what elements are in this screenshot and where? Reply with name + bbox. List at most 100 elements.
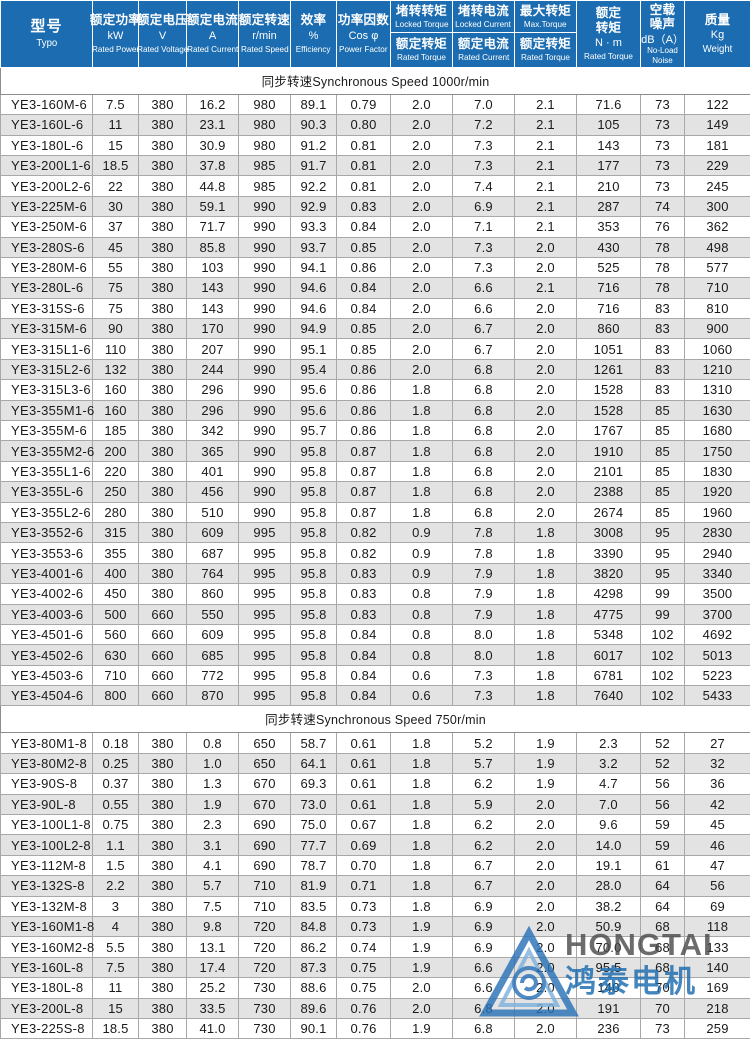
header-cn: 额定电压: [137, 13, 188, 27]
data-cell: 83: [641, 298, 685, 318]
data-cell: 93.3: [291, 217, 337, 237]
data-cell: 6.9: [453, 917, 515, 937]
data-cell: 2.0: [515, 482, 577, 502]
motor-type-cell: YE3-200L1-6: [1, 155, 93, 175]
data-cell: 95.6: [291, 380, 337, 400]
data-cell: 730: [239, 1018, 291, 1038]
data-cell: 1.9: [391, 937, 453, 957]
data-cell: 7.3: [453, 135, 515, 155]
data-cell: 0.86: [337, 400, 391, 420]
header-cn-line1: 空载: [650, 3, 676, 17]
data-cell: 59: [641, 815, 685, 835]
data-cell: 2101: [577, 461, 641, 481]
data-cell: 1.8: [515, 624, 577, 644]
motor-type-cell: YE3-4504-6: [1, 686, 93, 706]
data-cell: 1.8: [515, 604, 577, 624]
header-cn-top: 最大转矩: [520, 4, 571, 18]
column-header-locked-torque-ratio: 堵转转矩 Locked Torque 额定转矩 Rated Torque: [391, 1, 453, 68]
data-cell: 380: [139, 937, 187, 957]
data-cell: 90.3: [291, 115, 337, 135]
data-cell: 400: [93, 563, 139, 583]
data-cell: 236: [577, 1018, 641, 1038]
data-cell: 380: [139, 835, 187, 855]
data-cell: 50.9: [577, 917, 641, 937]
data-cell: 380: [139, 421, 187, 441]
data-cell: 73.0: [291, 794, 337, 814]
section-title: 同步转速Synchronous Speed 750r/min: [1, 706, 750, 733]
data-cell: 660: [139, 645, 187, 665]
column-header-no-load-noise: 空载 噪声 dB（A） No-Load Noise: [641, 1, 685, 68]
data-cell: 0.81: [337, 135, 391, 155]
data-cell: 9.8: [187, 917, 239, 937]
data-cell: 1.8: [391, 380, 453, 400]
header-unit: Cos φ: [349, 30, 379, 43]
data-cell: 1.8: [391, 896, 453, 916]
data-cell: 0.8: [391, 584, 453, 604]
data-cell: 1.8: [391, 482, 453, 502]
data-cell: 2.1: [515, 176, 577, 196]
data-cell: 17.4: [187, 957, 239, 977]
data-cell: 0.76: [337, 998, 391, 1018]
header-unit: Kg: [711, 29, 724, 42]
data-cell: 92.9: [291, 196, 337, 216]
table-header: 型号 Typo 额定功率 kW Rated Power 额定电压 V Rated…: [1, 1, 750, 68]
motor-type-cell: YE3-315L3-6: [1, 380, 93, 400]
data-cell: 1.8: [391, 461, 453, 481]
data-cell: 89.6: [291, 998, 337, 1018]
data-cell: 0.81: [337, 155, 391, 175]
data-cell: 4.1: [187, 855, 239, 875]
data-cell: 73: [641, 176, 685, 196]
data-cell: 280: [93, 502, 139, 522]
data-cell: 1830: [685, 461, 750, 481]
motor-type-cell: YE3-100L1-8: [1, 815, 93, 835]
data-cell: 103: [187, 257, 239, 277]
data-cell: 95.8: [291, 624, 337, 644]
data-cell: 450: [93, 584, 139, 604]
data-cell: 380: [139, 876, 187, 896]
data-cell: 85.8: [187, 237, 239, 257]
data-cell: 149: [685, 115, 750, 135]
data-cell: 77.7: [291, 835, 337, 855]
header-type-cn: 型号: [30, 18, 62, 35]
data-cell: 0.85: [337, 237, 391, 257]
data-cell: 95.8: [291, 665, 337, 685]
data-cell: 25.2: [187, 978, 239, 998]
data-cell: 1.5: [93, 855, 139, 875]
motor-type-cell: YE3-112M-8: [1, 855, 93, 875]
data-cell: 720: [239, 957, 291, 977]
data-cell: 380: [139, 998, 187, 1018]
data-cell: 84.8: [291, 917, 337, 937]
data-cell: 990: [239, 339, 291, 359]
data-cell: 380: [139, 1018, 187, 1038]
header-cn: 额定功率: [90, 13, 141, 27]
data-cell: 11: [93, 978, 139, 998]
data-cell: 1680: [685, 421, 750, 441]
data-cell: 85: [641, 482, 685, 502]
data-cell: 1920: [685, 482, 750, 502]
data-cell: 995: [239, 584, 291, 604]
data-cell: 5223: [685, 665, 750, 685]
data-cell: 0.86: [337, 380, 391, 400]
data-cell: 1.9: [391, 957, 453, 977]
data-cell: 5013: [685, 645, 750, 665]
data-cell: 73: [641, 1018, 685, 1038]
data-cell: 0.83: [337, 563, 391, 583]
data-cell: 52: [641, 753, 685, 773]
data-cell: 380: [139, 176, 187, 196]
data-cell: 0.74: [337, 937, 391, 957]
data-cell: 720: [239, 937, 291, 957]
data-cell: 2.0: [515, 400, 577, 420]
data-cell: 73: [641, 115, 685, 135]
data-cell: 0.61: [337, 753, 391, 773]
data-cell: 362: [685, 217, 750, 237]
motor-type-cell: YE3-160M1-8: [1, 917, 93, 937]
data-cell: 2.0: [391, 176, 453, 196]
data-cell: 0.84: [337, 645, 391, 665]
